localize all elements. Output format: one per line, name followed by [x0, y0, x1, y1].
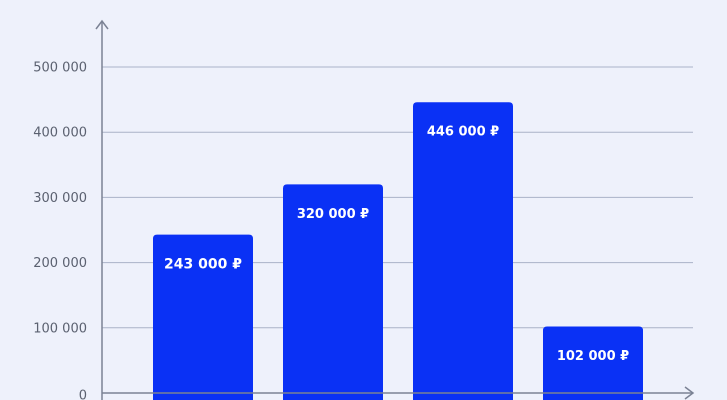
- y-axis-arrow-icon: [95, 19, 109, 30]
- x-axis-arrow-icon: [684, 386, 695, 400]
- y-tick-label: 100 000: [33, 321, 87, 336]
- y-tick-label: 500 000: [33, 61, 87, 76]
- bar: [283, 184, 383, 400]
- bars: [153, 102, 643, 400]
- y-tick-label: 400 000: [33, 126, 87, 141]
- y-tick-label: 0: [79, 389, 87, 400]
- bar: [153, 234, 253, 400]
- bar-value-labels: 243 000 ₽ 320 000 ₽ 446 000 ₽ 102 000 ₽: [164, 125, 629, 364]
- axes: [95, 19, 695, 400]
- bar-value-label: 243 000 ₽: [164, 257, 242, 273]
- bar-value-label: 102 000 ₽: [557, 349, 629, 364]
- y-tick-label: 200 000: [33, 256, 87, 271]
- y-tick-labels: 0 100 000 200 000 300 000 400 000 500 000: [33, 61, 87, 400]
- bar-value-label: 320 000 ₽: [297, 207, 369, 222]
- bar: [413, 102, 513, 400]
- bar-value-label: 446 000 ₽: [427, 125, 499, 140]
- y-tick-label: 300 000: [33, 191, 87, 206]
- bar: [543, 326, 643, 400]
